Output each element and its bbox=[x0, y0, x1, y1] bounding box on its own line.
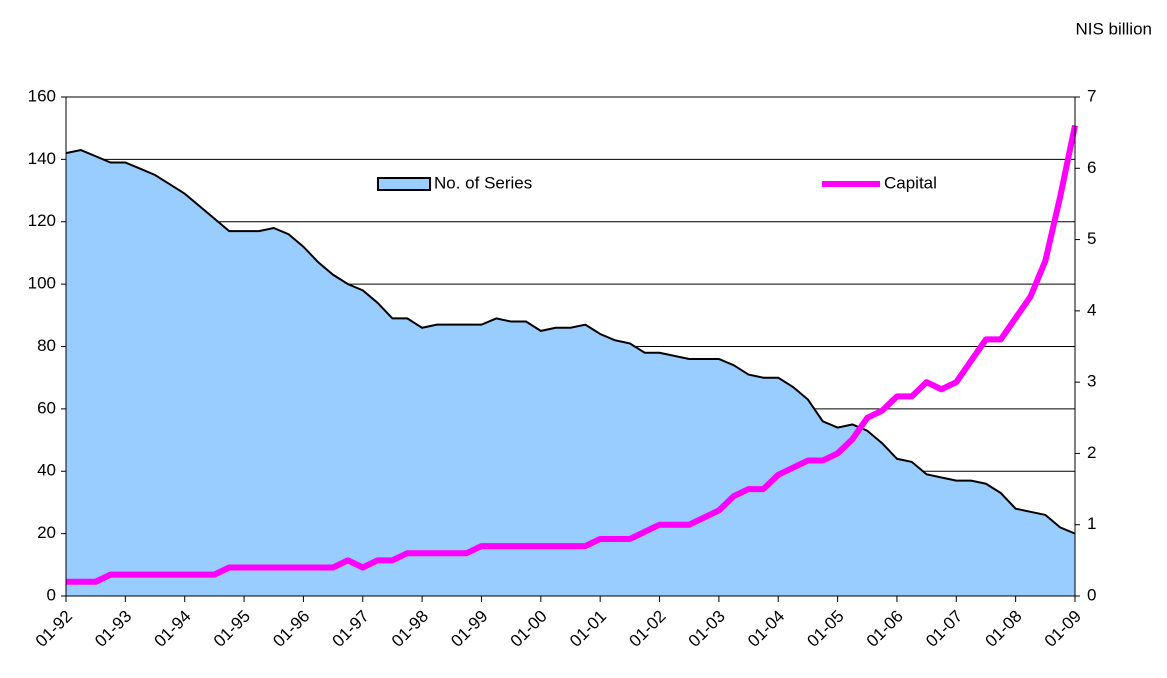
y2-tick-label: 7 bbox=[1087, 86, 1096, 105]
y-tick-label: 160 bbox=[28, 86, 56, 105]
y2-tick-label: 2 bbox=[1087, 443, 1096, 462]
y-tick-label: 60 bbox=[37, 398, 56, 417]
x-tick-label: 01-97 bbox=[329, 607, 373, 651]
legend-swatch bbox=[377, 177, 431, 191]
plot-border bbox=[65, 96, 1076, 597]
y2-tick-label: 3 bbox=[1087, 372, 1096, 391]
y2-tick-label: 4 bbox=[1087, 300, 1096, 319]
x-tick-label: 01-04 bbox=[744, 607, 788, 651]
x-tick-label: 01-07 bbox=[922, 607, 966, 651]
x-tick-label: 01-94 bbox=[151, 607, 195, 651]
y2-tick-label: 6 bbox=[1087, 158, 1096, 177]
x-tick-label: 01-09 bbox=[1041, 607, 1085, 651]
legend-label: No. of Series bbox=[434, 173, 532, 192]
x-tick-label: 01-93 bbox=[91, 607, 135, 651]
y-tick-label: 20 bbox=[37, 523, 56, 542]
x-tick-label: 01-99 bbox=[447, 607, 491, 651]
y-tick-label: 0 bbox=[47, 585, 56, 604]
y2-tick-label: 5 bbox=[1087, 229, 1096, 248]
x-tick-label: 01-05 bbox=[803, 607, 847, 651]
legend-label: Capital bbox=[884, 173, 937, 192]
y-tick-label: 40 bbox=[37, 461, 56, 480]
x-tick-label: 01-98 bbox=[388, 607, 432, 651]
area-outline bbox=[65, 148, 1076, 535]
y2-axis-label: NIS billion bbox=[1075, 19, 1152, 38]
x-tick-label: 01-06 bbox=[863, 607, 907, 651]
y-tick-label: 80 bbox=[37, 336, 56, 355]
x-tick-label: 01-03 bbox=[685, 607, 729, 651]
x-tick-label: 01-01 bbox=[566, 607, 610, 651]
x-tick-label: 01-02 bbox=[625, 607, 669, 651]
area bbox=[66, 150, 1075, 597]
x-tick-label: 01-95 bbox=[210, 607, 254, 651]
line bbox=[66, 124, 1078, 585]
y2-tick-label: 1 bbox=[1087, 514, 1096, 533]
y2-tick-label: 0 bbox=[1087, 585, 1096, 604]
y-tick-label: 140 bbox=[28, 149, 56, 168]
x-tick-label: 01-92 bbox=[32, 607, 76, 651]
y-tick-label: 100 bbox=[28, 274, 56, 293]
x-tick-label: 01-96 bbox=[269, 607, 313, 651]
x-tick-label: 01-00 bbox=[507, 607, 551, 651]
y-tick-label: 120 bbox=[28, 211, 56, 230]
x-tick-label: 01-08 bbox=[981, 607, 1025, 651]
